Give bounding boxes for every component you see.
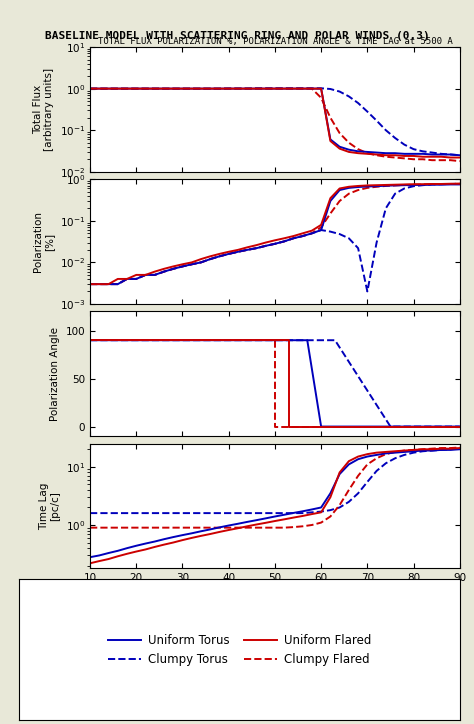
Y-axis label: Time Lag
[pc/c]: Time Lag [pc/c] <box>38 482 60 530</box>
Title: TOTAL FLUX POLARIZATION %, POLARIZATION ANGLE & TIME LAG at 5500 A: TOTAL FLUX POLARIZATION %, POLARIZATION … <box>98 37 452 46</box>
Y-axis label: Total Flux
[arbitrary units]: Total Flux [arbitrary units] <box>33 68 54 151</box>
Text: BASELINE MODEL WITH SCATTERING RING AND POLAR WINDS (0.3): BASELINE MODEL WITH SCATTERING RING AND … <box>45 31 429 41</box>
X-axis label: Inclination [degree]: Inclination [degree] <box>217 589 333 602</box>
Y-axis label: Polarization Angle: Polarization Angle <box>50 327 60 421</box>
Y-axis label: Polarization
[%]: Polarization [%] <box>33 211 54 272</box>
Legend: Uniform Torus, Clumpy Torus, Uniform Flared, Clumpy Flared: Uniform Torus, Clumpy Torus, Uniform Fla… <box>96 622 383 678</box>
